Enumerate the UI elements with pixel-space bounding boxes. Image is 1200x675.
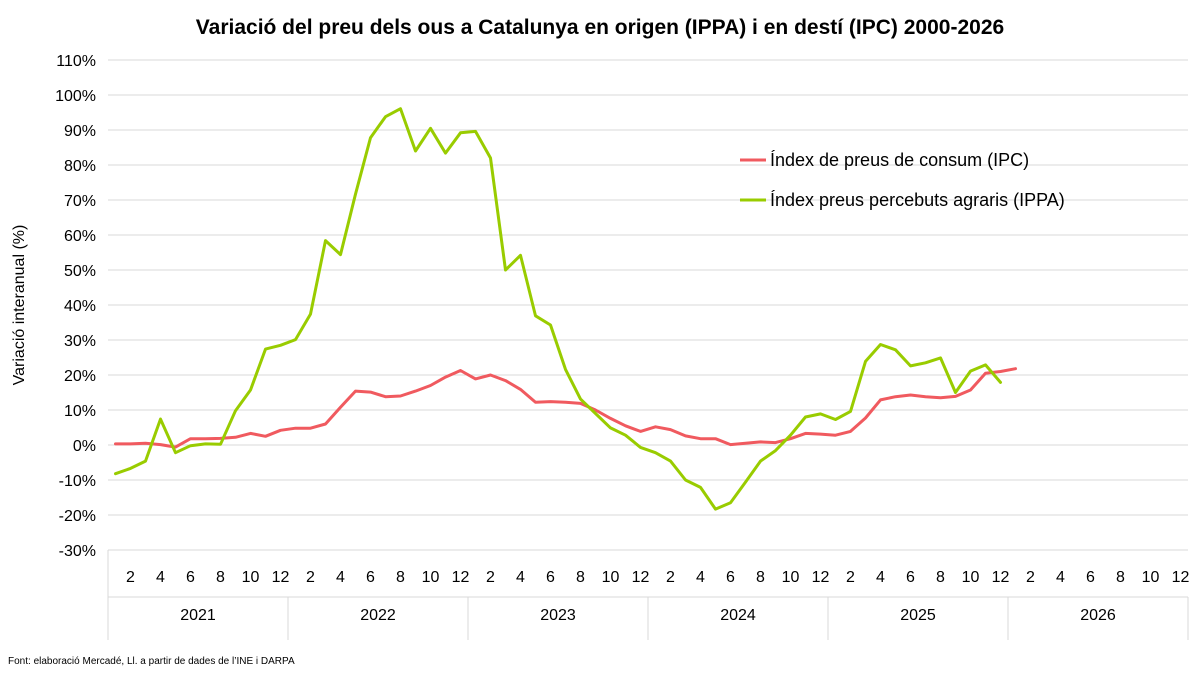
month-tick-label: 2	[126, 569, 135, 586]
gridlines	[108, 59, 1188, 551]
month-tick-label: 2	[486, 569, 495, 586]
month-tick-label: 10	[782, 569, 800, 586]
month-tick-label: 6	[1086, 569, 1095, 586]
month-tick-label: 4	[1056, 569, 1065, 586]
month-tick-label: 4	[516, 569, 525, 586]
series-lines	[114, 107, 1017, 511]
month-tick-label: 8	[576, 569, 585, 586]
month-tick-label: 12	[992, 569, 1010, 586]
year-label: 2025	[900, 607, 936, 624]
month-tick-label: 6	[366, 569, 375, 586]
year-label: 2023	[540, 607, 576, 624]
month-tick-label: 2	[846, 569, 855, 586]
y-tick-label: 110%	[56, 53, 96, 70]
month-tick-label: 2	[666, 569, 675, 586]
y-tick-label: 50%	[64, 263, 96, 280]
y-tick-label: 70%	[64, 193, 96, 210]
y-axis-ticks: -30% -20% -10% 0% 10% 20% 30% 40% 50% 60% 70% 80% 90…	[55, 53, 96, 560]
month-tick-label: 8	[396, 569, 405, 586]
month-tick-label: 10	[602, 569, 620, 586]
y-tick-label: 40%	[64, 298, 96, 315]
legend-label: Índex preus percebuts agraris (IPPA)	[770, 190, 1065, 210]
year-label: 2021	[180, 607, 216, 624]
y-tick-label: 10%	[64, 403, 96, 420]
month-tick-label: 10	[422, 569, 440, 586]
y-tick-label: 30%	[64, 333, 96, 350]
chart-title: Variació del preu dels ous a Catalunya e…	[196, 16, 1004, 39]
month-tick-label: 8	[216, 569, 225, 586]
y-tick-label: 20%	[64, 368, 96, 385]
series-line-ippa	[114, 107, 1002, 511]
month-tick-label: 6	[546, 569, 555, 586]
month-tick-label: 10	[242, 569, 260, 586]
month-tick-label: 8	[936, 569, 945, 586]
source-note: Font: elaboració Mercadé, Ll. a partir d…	[8, 656, 295, 667]
y-tick-label: -30%	[59, 543, 96, 560]
month-tick-label: 4	[876, 569, 885, 586]
month-tick-label: 2	[306, 569, 315, 586]
month-tick-label: 6	[186, 569, 195, 586]
y-tick-label: -20%	[59, 508, 96, 525]
month-tick-label: 12	[632, 569, 650, 586]
y-axis-label: Variació interanual (%)	[11, 225, 28, 386]
month-tick-label: 6	[906, 569, 915, 586]
year-label: 2026	[1080, 607, 1116, 624]
month-tick-label: 4	[336, 569, 345, 586]
month-tick-label: 10	[962, 569, 980, 586]
y-tick-label: 60%	[64, 228, 96, 245]
month-tick-label: 12	[272, 569, 290, 586]
x-axis: 2021 2 4 6 8 10 12 2022 2 4 6 8 10 12 2023 2 4 6 8 10 12 2024…	[107, 550, 1190, 640]
month-tick-label: 10	[1142, 569, 1160, 586]
y-tick-label: -10%	[59, 473, 96, 490]
month-tick-label: 4	[156, 569, 165, 586]
legend-label: Índex de preus de consum (IPC)	[770, 150, 1029, 170]
month-tick-label: 8	[1116, 569, 1125, 586]
y-tick-label: 100%	[55, 88, 96, 105]
month-tick-label: 8	[756, 569, 765, 586]
y-tick-label: 0%	[73, 438, 96, 455]
year-label: 2022	[360, 607, 396, 624]
month-tick-label: 12	[452, 569, 470, 586]
month-tick-label: 12	[1172, 569, 1190, 586]
y-tick-label: 80%	[64, 158, 96, 175]
y-tick-label: 90%	[64, 123, 96, 140]
year-label: 2024	[720, 607, 756, 624]
month-tick-label: 12	[812, 569, 830, 586]
series-line-ipc	[114, 367, 1017, 449]
month-tick-label: 6	[726, 569, 735, 586]
month-tick-label: 4	[696, 569, 705, 586]
month-tick-label: 2	[1026, 569, 1035, 586]
legend: Índex de preus de consum (IPC) Índex preu…	[740, 150, 1065, 210]
